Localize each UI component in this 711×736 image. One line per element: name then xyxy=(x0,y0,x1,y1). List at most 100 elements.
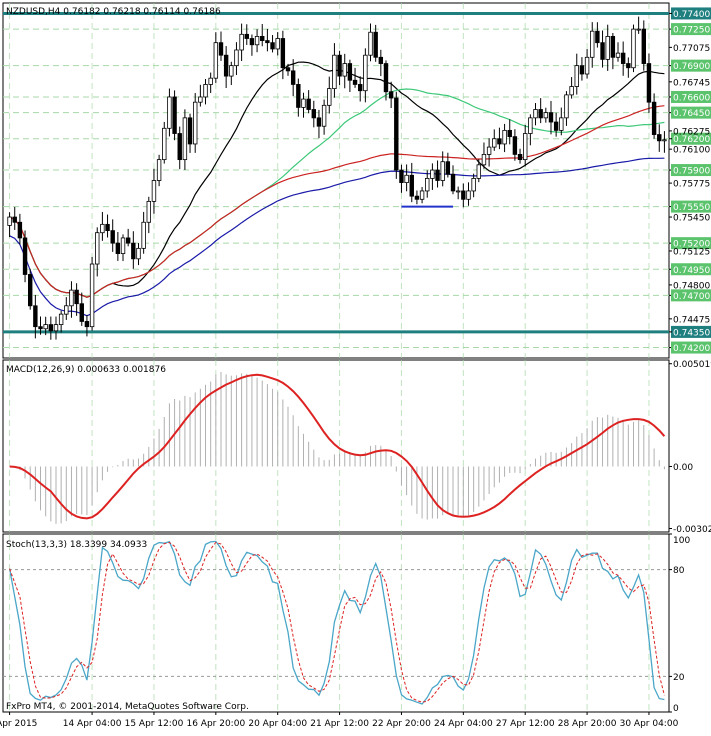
price-tag xyxy=(671,237,711,250)
candle-body xyxy=(187,117,193,145)
stoch-tick-label: 0 xyxy=(673,704,679,714)
macd-label: MACD(12,26,9) 0.000633 0.001876 xyxy=(6,365,166,375)
price-tick-label: 0.77075 xyxy=(673,44,710,54)
candle-body xyxy=(445,161,451,175)
price-tick-label: 0.75125 xyxy=(673,247,710,257)
level-tag xyxy=(671,7,711,20)
level-label: 0.74350 xyxy=(673,328,710,338)
price-tag xyxy=(671,106,711,119)
symbol-info: NZDUSD,H4 0.76182 0.76218 0.76114 0.7618… xyxy=(6,7,221,17)
candle-body xyxy=(414,195,420,200)
candle-body xyxy=(595,30,600,44)
candle-body xyxy=(239,33,244,51)
candle-body xyxy=(260,36,265,41)
price-tick-label: 0.74475 xyxy=(673,315,710,325)
candle-body xyxy=(74,289,79,305)
candle-body xyxy=(486,146,492,155)
candle-body xyxy=(100,223,105,234)
time-label: 24 Apr 04:00 xyxy=(434,719,493,729)
stoch-tick-label: 80 xyxy=(673,566,685,576)
candle-body xyxy=(435,169,440,181)
price-tick-label: 0.76100 xyxy=(673,146,710,156)
price-tag xyxy=(671,263,711,276)
candle-body xyxy=(223,54,229,77)
ma-21-line xyxy=(9,61,665,298)
time-label: 16 Apr 20:00 xyxy=(186,719,245,729)
candle-body xyxy=(265,40,270,44)
candle-body xyxy=(584,56,590,75)
candle-body xyxy=(311,109,317,119)
candle-body xyxy=(244,33,249,39)
current-price-label: 0.76200 xyxy=(673,135,710,145)
candle-body xyxy=(316,117,322,127)
candle-body xyxy=(574,65,579,87)
candle-body xyxy=(600,42,605,60)
candle-body xyxy=(306,98,311,110)
candle-body xyxy=(440,161,445,181)
candle-body xyxy=(357,84,363,92)
candle-body xyxy=(352,79,358,85)
price-tick-label: 0.77250 xyxy=(673,26,710,36)
candle-body xyxy=(337,54,342,77)
candle-body xyxy=(492,138,497,148)
candle-body xyxy=(7,216,12,226)
candle-body xyxy=(48,324,54,332)
stoch-pane[interactable] xyxy=(2,533,670,713)
candle-body xyxy=(79,303,84,322)
candle-body xyxy=(12,216,17,223)
candle-body xyxy=(553,121,559,131)
price-tick-label: 0.75900 xyxy=(673,167,710,177)
price-tag xyxy=(671,289,711,302)
candle-body xyxy=(33,305,38,328)
time-label: 10 Apr 2015 xyxy=(0,719,37,729)
price-tick-label: 0.75450 xyxy=(673,214,710,224)
price-tick-label: 0.76745 xyxy=(673,78,710,88)
candle-body xyxy=(363,54,368,92)
candle-body xyxy=(156,159,162,181)
candle-body xyxy=(430,169,435,179)
candle-body xyxy=(198,96,203,103)
time-label: 14 Apr 04:00 xyxy=(63,719,122,729)
candle-body xyxy=(559,117,564,131)
stoch-tick-label: 20 xyxy=(673,673,685,683)
candle-body xyxy=(590,30,595,58)
price-tick-label: 0.74950 xyxy=(673,266,710,276)
candle-body xyxy=(172,96,177,134)
candle-body xyxy=(321,104,327,127)
candle-body xyxy=(569,86,574,96)
candle-body xyxy=(89,263,95,328)
price-tag xyxy=(671,23,711,36)
candle-body xyxy=(605,36,610,60)
candle-body xyxy=(419,190,425,200)
price-tick-label: 0.76900 xyxy=(673,62,710,72)
candle-body xyxy=(548,112,554,123)
candle-body xyxy=(564,94,569,119)
candle-body xyxy=(543,112,549,119)
level-tag xyxy=(671,325,711,338)
candle-body xyxy=(533,109,538,119)
candle-body xyxy=(538,109,543,119)
candle-body xyxy=(249,38,255,46)
candle-body xyxy=(151,180,157,202)
candle-body xyxy=(512,136,518,155)
candle-body xyxy=(522,133,528,161)
price-tick-label: 0.76600 xyxy=(673,93,710,103)
price-tick-label: 0.76450 xyxy=(673,109,710,119)
candle-body xyxy=(507,129,512,138)
candle-body xyxy=(43,324,48,330)
candle-body xyxy=(280,38,286,69)
price-tick-label: 0.74200 xyxy=(673,344,710,354)
price-candles xyxy=(7,16,667,340)
candle-body xyxy=(146,200,152,223)
candle-body xyxy=(620,52,626,64)
candle-body xyxy=(455,190,461,193)
candle-body xyxy=(177,133,182,161)
price-tag xyxy=(671,200,711,213)
time-label: 30 Apr 04:00 xyxy=(620,719,679,729)
candle-body xyxy=(394,97,399,171)
candle-body xyxy=(141,221,146,249)
candle-body xyxy=(461,190,466,200)
